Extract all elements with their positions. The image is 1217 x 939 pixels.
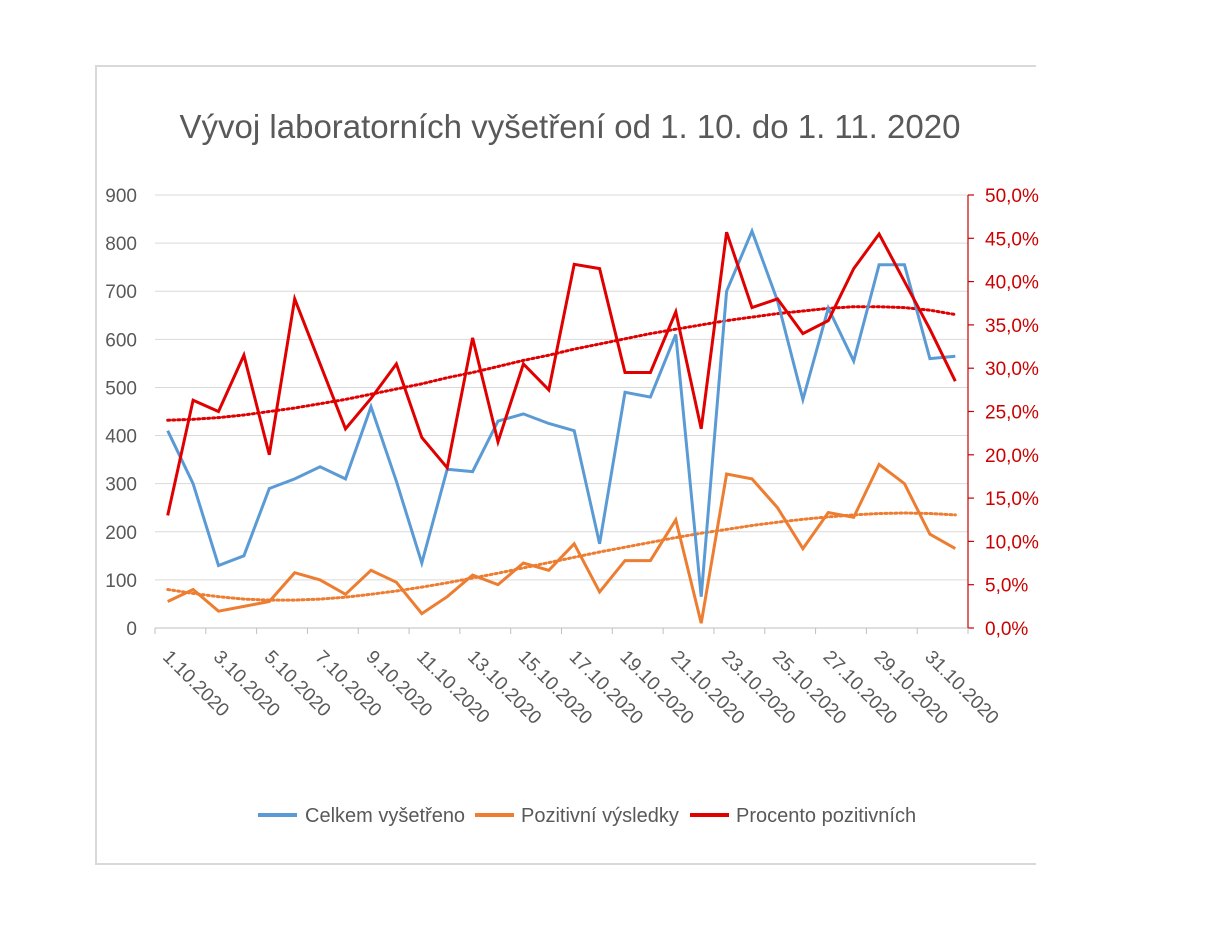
right-tick-label: 5,0% xyxy=(985,576,1028,597)
right-tick-label: 35,0% xyxy=(985,316,1039,337)
right-tick-label: 50,0% xyxy=(985,186,1039,207)
right-tick-label: 0,0% xyxy=(985,619,1028,640)
left-tick-label: 800 xyxy=(105,234,137,255)
right-tick-label: 10,0% xyxy=(985,532,1039,553)
left-tick-label: 200 xyxy=(105,523,137,544)
right-tick-label: 25,0% xyxy=(985,403,1039,424)
left-axis: 0 100 200 300 400 500 600 700 800 900 xyxy=(105,186,137,640)
right-tick-label: 20,0% xyxy=(985,446,1039,467)
series-line xyxy=(167,462,957,624)
legend: Celkem vyšetřeno Pozitivní výsledky Procen… xyxy=(258,805,916,827)
gridlines xyxy=(155,194,968,629)
right-tick-label: 45,0% xyxy=(985,229,1039,250)
left-tick-label: 100 xyxy=(105,571,137,592)
left-tick-label: 400 xyxy=(105,427,137,448)
left-tick-label: 300 xyxy=(105,475,137,496)
series-line xyxy=(166,227,956,597)
left-tick-label: 500 xyxy=(105,378,137,399)
x-axis: 1.10.20203.10.20205.10.20207.10.20209.10… xyxy=(154,628,1002,729)
left-tick-label: 0 xyxy=(126,619,137,640)
legend-label: Procento pozitivních xyxy=(736,805,916,827)
right-tick-label: 30,0% xyxy=(985,359,1039,380)
left-tick-label: 900 xyxy=(105,186,137,207)
legend-label: Pozitivní výsledky xyxy=(521,805,679,827)
chart-title: Vývoj laboratorních vyšetření od 1. 10. … xyxy=(180,108,961,145)
legend-label: Celkem vyšetřeno xyxy=(305,805,465,827)
left-tick-label: 700 xyxy=(105,282,137,303)
right-tick-label: 15,0% xyxy=(985,489,1039,510)
series-line xyxy=(166,231,957,516)
series-lines xyxy=(166,227,957,624)
left-tick-label: 600 xyxy=(105,330,137,351)
trendline xyxy=(166,305,957,422)
right-tick-label: 40,0% xyxy=(985,273,1039,294)
chart-frame xyxy=(95,65,1036,865)
right-axis: 0,0% 5,0% 10,0% 15,0% 20,0% 25,0% 30,0% 35,0% 40… xyxy=(967,186,1039,640)
